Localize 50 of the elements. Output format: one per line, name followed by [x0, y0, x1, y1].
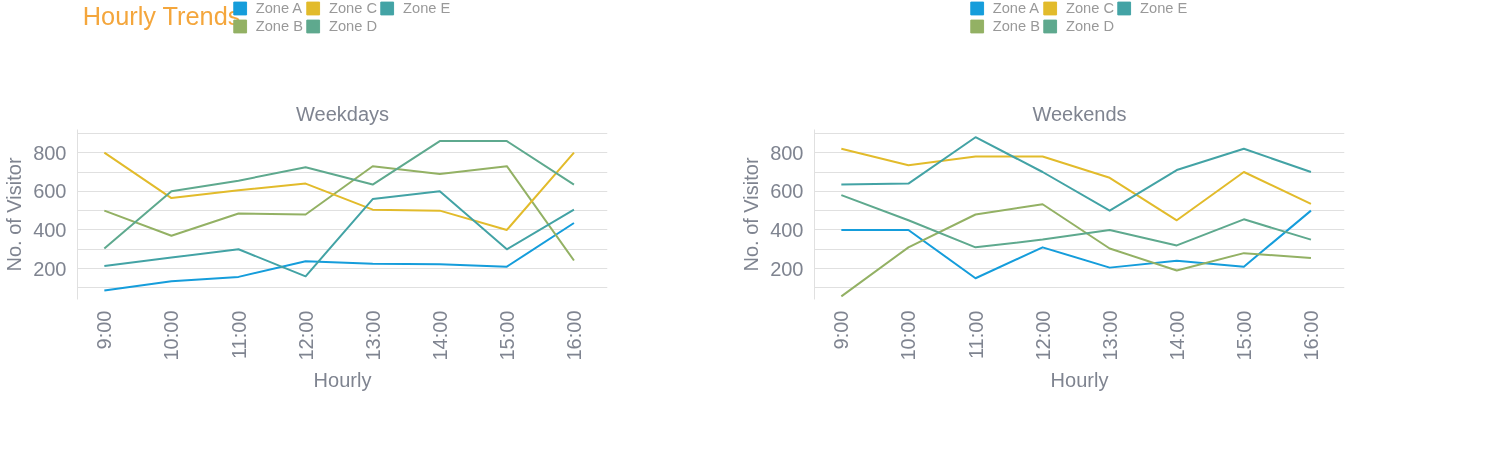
y-tick-label: 400: [33, 218, 67, 241]
y-axis-title: No. of Visitor: [740, 157, 763, 272]
y-tick-label: 200: [770, 257, 804, 280]
x-tick-label: 15:00: [1232, 310, 1255, 361]
line-series: [103, 190, 575, 278]
legend-label: Zone D: [1065, 18, 1115, 34]
line-series: [840, 209, 1312, 280]
chart-title: Weekdays: [296, 102, 390, 125]
y-tick-label: 800: [33, 141, 67, 164]
x-tick-label: 10:00: [160, 310, 183, 361]
x-tick-label: 11:00: [964, 310, 987, 360]
x-tick-label: 11:00: [227, 310, 250, 360]
line-series: [103, 165, 575, 262]
y-tick-label: 600: [33, 180, 67, 203]
y-axis-title: No. of Visitor: [3, 157, 26, 272]
y-tick-label: 200: [33, 257, 67, 280]
legend-label: Zone E: [403, 0, 451, 16]
x-tick-label: 14:00: [1165, 310, 1188, 361]
legend-label: Zone B: [992, 18, 1040, 34]
y-tick-label: 400: [770, 218, 804, 241]
line-series: [103, 151, 575, 231]
x-tick-label: 9:00: [830, 310, 853, 350]
legend-label: Zone C: [328, 0, 378, 16]
line-series: [840, 203, 1312, 298]
x-axis-title: Hourly: [1050, 368, 1109, 391]
x-tick-label: 13:00: [1098, 310, 1121, 361]
line-series: [840, 194, 1312, 249]
x-tick-label: 13:00: [361, 310, 384, 361]
x-tick-label: 12:00: [294, 310, 317, 361]
legend-label: Zone A: [255, 0, 303, 16]
chart-title: Weekends: [1032, 102, 1127, 125]
legend-label: Zone C: [1065, 0, 1115, 16]
x-tick-label: 16:00: [562, 310, 585, 361]
line-series: [103, 140, 575, 250]
y-tick-label: 600: [770, 180, 804, 203]
legend-label: Zone B: [255, 18, 303, 34]
x-tick-label: 9:00: [93, 310, 116, 350]
line-series: [840, 136, 1312, 212]
legend-label: Zone E: [1140, 0, 1188, 16]
legend-label: Zone A: [992, 0, 1040, 16]
x-tick-label: 15:00: [495, 310, 518, 361]
line-series: [840, 147, 1312, 222]
y-tick-label: 800: [770, 141, 804, 164]
x-tick-label: 14:00: [428, 310, 451, 361]
x-axis-title: Hourly: [313, 368, 372, 391]
x-tick-label: 10:00: [897, 310, 920, 361]
line-series: [103, 222, 575, 292]
legend-label: Zone D: [328, 18, 378, 34]
x-tick-label: 16:00: [1299, 310, 1322, 361]
x-tick-label: 12:00: [1031, 310, 1054, 361]
